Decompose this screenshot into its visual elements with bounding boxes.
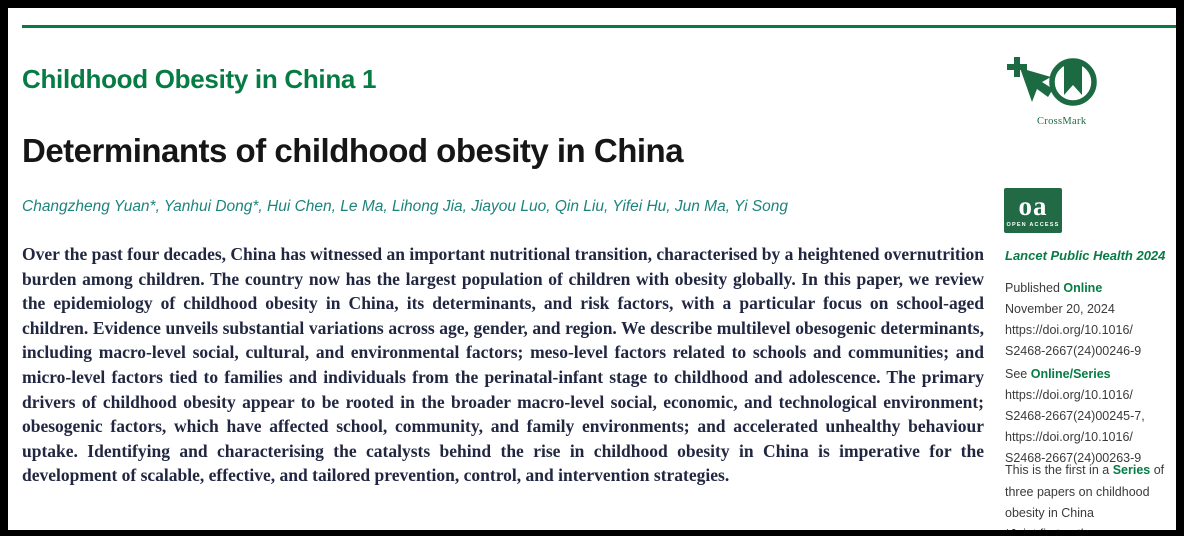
joint-first-authors-note: *Joint first authors <box>1005 524 1171 530</box>
crossmark-icon <box>1007 57 1097 106</box>
doi-link-3-line2[interactable]: S2468-2667(24)00263-9 <box>1005 451 1142 465</box>
crossmark-badge[interactable]: CrossMark <box>1003 53 1103 127</box>
journal-citation: Lancet Public Health 2024 <box>1005 248 1166 263</box>
abstract-text: Over the past four decades, China has wi… <box>22 244 984 486</box>
series-note-text-cont: of three papers on childhood obesity in … <box>1005 463 1165 520</box>
doi-link-1-line2[interactable]: S2468-2667(24)00246-9 <box>1005 344 1142 358</box>
doi-link-2-line2[interactable]: S2468-2667(24)00245-7, <box>1005 409 1145 423</box>
top-divider-rule <box>22 25 1176 28</box>
sidebar: CrossMark oa OPEN ACCESS Lancet Public H… <box>1003 8 1173 530</box>
crossmark-label: CrossMark <box>1037 116 1087 127</box>
bookmark-icon <box>1064 62 1082 95</box>
see-label: See <box>1005 367 1031 381</box>
open-access-badge: oa OPEN ACCESS <box>1004 188 1062 233</box>
article-title: Determinants of childhood obesity in Chi… <box>22 132 684 169</box>
published-block: Published Online November 20, 2024 https… <box>1005 278 1171 362</box>
published-online-link[interactable]: Online <box>1063 281 1103 295</box>
cursor-arrow-icon <box>1020 68 1053 102</box>
series-link[interactable]: Series <box>1112 463 1151 477</box>
published-label: Published <box>1005 281 1064 295</box>
series-note-text: This is the first in a <box>1005 463 1113 477</box>
published-date: November 20, 2024 <box>1005 302 1115 316</box>
plus-icon <box>1007 57 1027 77</box>
online-series-link[interactable]: Online/Series <box>1030 367 1111 381</box>
doi-link-3-line1[interactable]: https://doi.org/10.1016/ <box>1005 430 1133 444</box>
see-online-block: See Online/Series https://doi.org/10.101… <box>1005 364 1171 469</box>
doi-link-2-line1[interactable]: https://doi.org/10.1016/ <box>1005 388 1133 402</box>
series-title: Childhood Obesity in China 1 <box>22 64 377 94</box>
article-page: Childhood Obesity in China 1 Determinant… <box>8 8 1176 530</box>
author-list: Changzheng Yuan*, Yanhui Dong*, Hui Chen… <box>22 198 789 215</box>
series-note: This is the first in a Series of three p… <box>1005 460 1171 525</box>
doi-link-1-line1[interactable]: https://doi.org/10.1016/ <box>1005 323 1133 337</box>
open-access-oa-logo: oa <box>1018 190 1048 221</box>
open-access-sublabel: OPEN ACCESS <box>1006 221 1060 228</box>
